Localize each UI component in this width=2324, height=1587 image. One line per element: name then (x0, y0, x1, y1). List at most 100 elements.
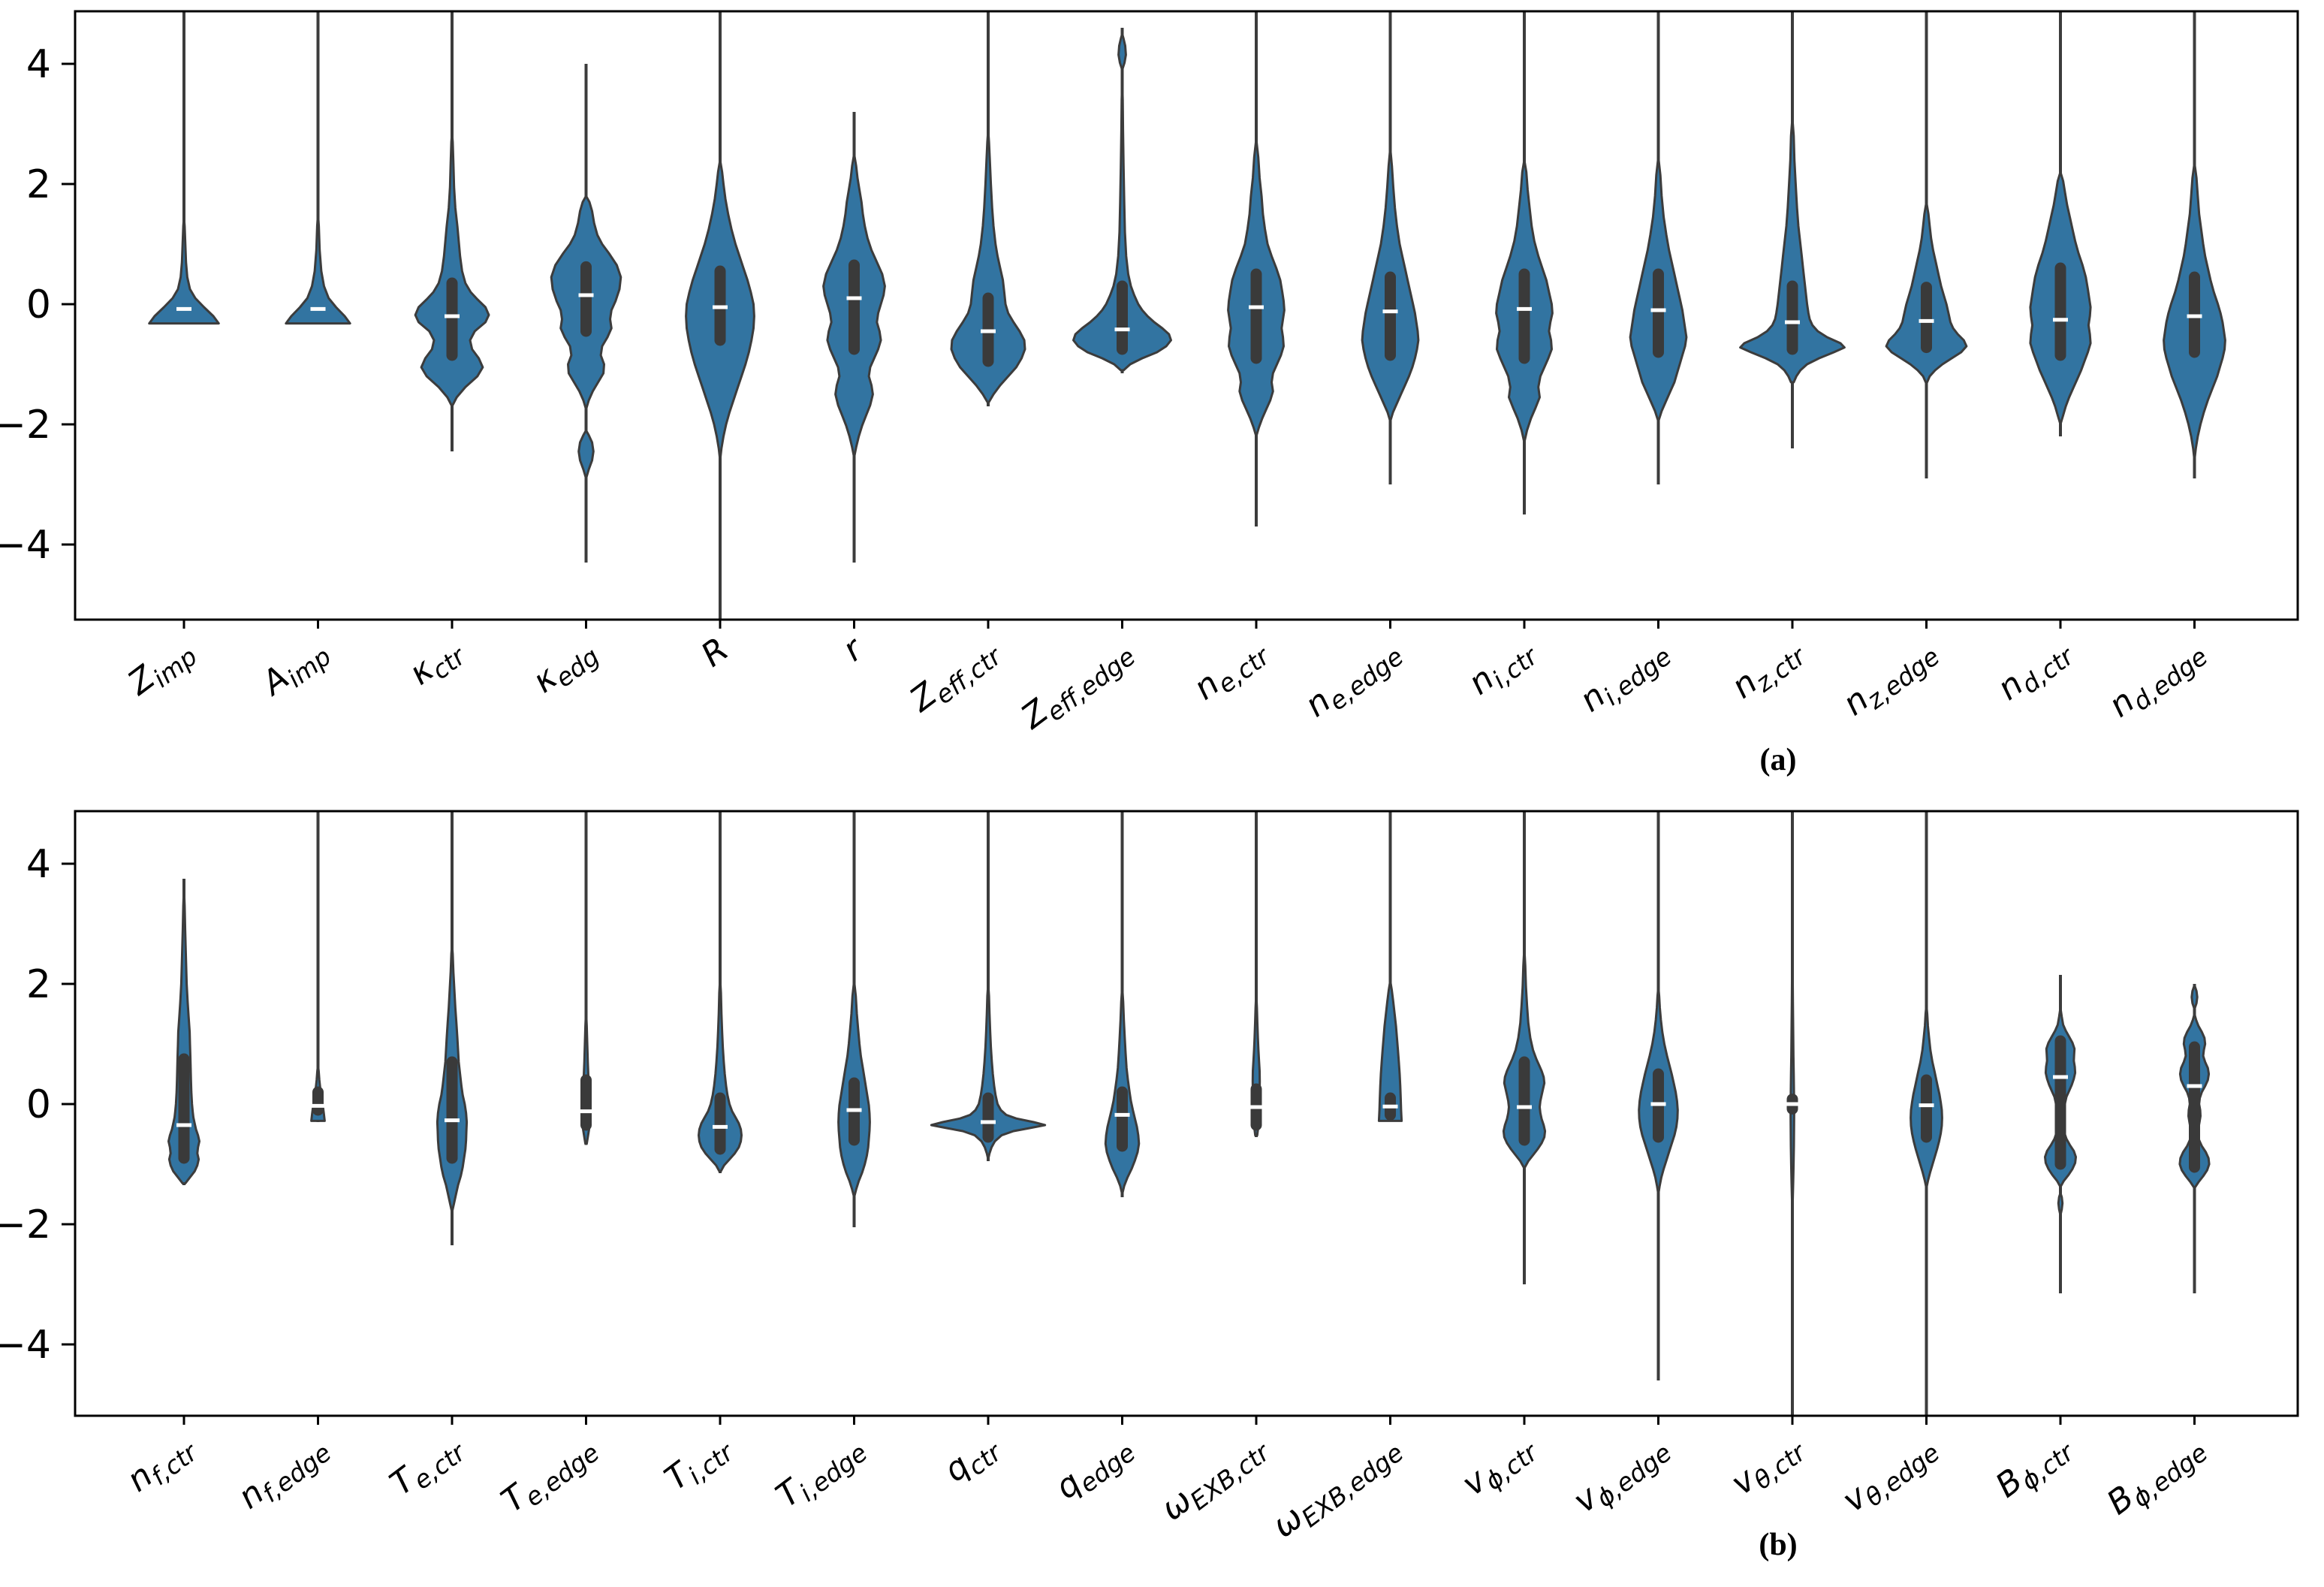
y-tick-label: 2 (26, 162, 51, 207)
violin-body (1117, 32, 1127, 71)
violin-body (167, 886, 200, 1185)
violin-t-i-ctr (698, 811, 743, 1173)
violin-v-theta-ctr (1785, 811, 1800, 1416)
violin-body (2057, 1191, 2064, 1217)
violin-v-phi-ctr (1502, 811, 1547, 1284)
violin-q-edge (1104, 811, 1141, 1197)
violin-n-i-ctr (1495, 11, 1554, 514)
x-tick-label: Ti,ctr (658, 1426, 740, 1503)
violin-v-phi-edge (1638, 811, 1679, 1380)
x-tick-label: Te,edge (494, 1426, 604, 1525)
x-tick-label-subscript: z,edge (1861, 641, 1945, 715)
violin-body (1739, 116, 1846, 384)
x-tick-label: vϕ,ctr (1455, 1426, 1545, 1508)
y-tick-label: −2 (0, 1202, 51, 1248)
x-tick-label-subscript: ϕ,edge (2127, 1438, 2213, 1513)
violin-z-imp (148, 11, 220, 325)
x-tick-label-subscript: i,edge (794, 1438, 873, 1507)
x-tick-label: ne,edge (1298, 630, 1409, 729)
x-tick-label: nz,ctr (1725, 629, 1813, 711)
x-tick-label-subscript: EXB,edge (1296, 1438, 1409, 1533)
violin-n-z-ctr (1739, 11, 1846, 448)
y-tick-label: 0 (26, 1082, 51, 1127)
x-tick-label: ni,edge (1573, 630, 1677, 724)
x-tick-label-subscript: edge (1074, 1438, 1141, 1498)
violin-body (148, 216, 220, 325)
x-tick-label-subscript: f,edge (257, 1438, 337, 1508)
violin-n-f-edge (310, 811, 326, 1122)
violin-body (2190, 984, 2199, 1011)
violin-n-z-edge (1885, 11, 1968, 478)
violin-body (1377, 979, 1403, 1122)
violin-body (950, 128, 1026, 405)
violin-r-major (685, 11, 755, 620)
x-tick-label: Zeff,ctr (903, 629, 1008, 724)
violin-b-phi-edge (2178, 984, 2211, 1293)
plot-area (167, 811, 2211, 1416)
caption-a: (a) (1759, 743, 1797, 777)
x-tick-label: nz,edge (1836, 630, 1945, 727)
x-tick-label-subscript: eff,ctr (930, 641, 1008, 710)
plot-area (148, 11, 2226, 620)
x-tick-label-subscript: EXB,ctr (1185, 1437, 1277, 1516)
x-tick-label: qctr (937, 1426, 1008, 1494)
x-tick-label: ωEXB,ctr (1154, 1426, 1277, 1533)
x-tick-label: nd,ctr (1991, 629, 2081, 712)
panel-b: 4 2 0 −2 −4 nf,ctr nf,edge Te,ctr Te,edge Ti,ctr T… (0, 810, 2299, 1549)
violin-kappa-ctr (414, 11, 490, 451)
violin-b-phi-ctr (2044, 975, 2077, 1293)
x-tick-label: qedge (1048, 1426, 1141, 1511)
violin-n-f-ctr (167, 879, 200, 1185)
x-tick-label: vθ,edge (1835, 1426, 1945, 1524)
x-tick-label-subscript: ϕ,edge (1590, 1438, 1677, 1513)
x-tick-label-main: R (695, 630, 736, 674)
x-tick-label: ωEXB,edge (1265, 1426, 1409, 1549)
axes-frame (74, 810, 2299, 1417)
x-tick-label-subscript: eff,edge (1041, 641, 1141, 727)
y-tick-label: 0 (26, 282, 51, 327)
violin-r-minor (822, 112, 886, 563)
x-tick-label: Aimp (253, 630, 336, 708)
x-tick-label: κctr (402, 629, 472, 697)
violin-t-e-edge (578, 811, 594, 1145)
violin-omega-exb-edge (1377, 811, 1403, 1122)
violin-n-e-ctr (1227, 11, 1286, 526)
x-tick-label: nd,edge (2102, 630, 2213, 729)
violin-body (414, 131, 490, 408)
x-tick-label: nf,ctr (120, 1426, 204, 1504)
caption-b: (b) (1759, 1528, 1798, 1562)
violin-q-ctr (930, 811, 1047, 1161)
y-tick-label: −4 (0, 1323, 51, 1368)
x-tick-label-subscript: e,edge (519, 1438, 604, 1512)
y-tick-label: −4 (0, 523, 51, 568)
violin-body (285, 213, 351, 325)
x-tick-label: R (695, 630, 736, 674)
x-tick-label-main: r (836, 629, 871, 668)
x-tick-label: Ti,edge (769, 1426, 873, 1519)
violin-z-eff-edge (1072, 28, 1172, 373)
violin-n-d-edge (2163, 11, 2226, 478)
x-tick-label-subscript: i,edge (1598, 641, 1677, 711)
x-tick-label-subscript: d,edge (2127, 641, 2213, 717)
violin-a-imp (285, 11, 351, 325)
x-tick-label: Zimp (120, 630, 203, 708)
y-tick-label: −2 (0, 403, 51, 448)
y-tick-label: 4 (26, 842, 51, 887)
violin-body (1789, 946, 1795, 1202)
x-tick-label-subscript: e,edge (1323, 641, 1409, 716)
violin-kappa-edg (550, 64, 622, 563)
x-tick-label: Bϕ,edge (2100, 1426, 2214, 1527)
violin-body (930, 982, 1047, 1161)
violin-t-e-ctr (436, 811, 469, 1245)
x-tick-label: Bϕ,ctr (1988, 1426, 2080, 1510)
violin-t-i-edge (837, 811, 871, 1227)
x-tick-label: ne,ctr (1186, 629, 1276, 712)
x-tick-label-subscript: θ,edge (1859, 1438, 1945, 1512)
x-tick-label: r (836, 629, 871, 668)
x-tick-label: Zeff,edge (1014, 630, 1141, 741)
violin-omega-exb-ctr (1249, 811, 1264, 1137)
violin-z-eff-ctr (950, 11, 1026, 406)
